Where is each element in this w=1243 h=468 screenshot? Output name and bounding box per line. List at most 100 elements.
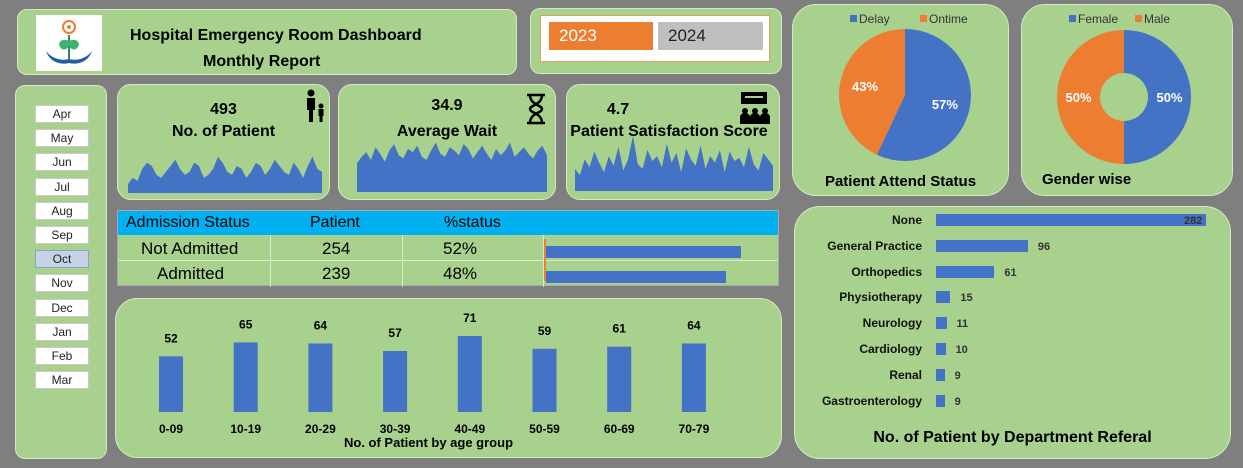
legend-label: Delay (859, 12, 890, 26)
row-pct: 48% (443, 264, 478, 283)
month-button-apr[interactable]: Apr (35, 105, 89, 123)
month-button-oct[interactable]: Oct (35, 250, 89, 269)
month-button-aug[interactable]: Aug (35, 201, 89, 220)
dept-label: Renal (889, 367, 922, 382)
age-tick-label: 70-79 (679, 422, 710, 436)
age-tick-label: 30-39 (380, 422, 411, 436)
gender-donut: 50% 50% Female Male (1057, 12, 1191, 164)
month-button-dec[interactable]: Dec (35, 298, 89, 317)
attend-chart-title: Patient Attend Status (824, 173, 977, 190)
age-bar-label: 57 (388, 326, 402, 340)
legend-label: Female (1078, 12, 1118, 26)
age-bar-60-69 (607, 346, 632, 412)
header-status-pct: %status (444, 214, 501, 231)
age-bar-label: 52 (164, 331, 178, 345)
month-button-feb[interactable]: Feb (35, 347, 89, 365)
dept-chart-title: No. of Patient by Department Referal (873, 429, 1152, 446)
dept-label: Neurology (862, 316, 922, 331)
legend-label: Male (1144, 12, 1170, 26)
age-tick-label: 60-69 (604, 422, 635, 436)
pie-slice-female (1124, 30, 1191, 164)
row-patient: 239 (322, 264, 351, 283)
gender-panel: 50% 50% Female Male Gender wise (1021, 4, 1233, 196)
hourglass-icon (527, 93, 545, 125)
month-button-jan[interactable]: Jan (35, 322, 89, 341)
dept-bar-general-practice (936, 239, 1028, 252)
year-button-2023[interactable]: 2023 (549, 22, 653, 50)
row-pct: 52% (443, 239, 478, 258)
month-button-jun[interactable]: Jun (35, 153, 89, 172)
legend-swatch (920, 15, 927, 22)
month-button-jul[interactable]: Jul (35, 177, 89, 196)
attend-status-panel: 57% 43% Delay Ontime Patient Attend Status (792, 4, 1009, 196)
page-subtitle: Monthly Report (203, 53, 321, 70)
month-panel (15, 85, 107, 459)
dept-value: 9 (954, 395, 961, 408)
dept-bar-cardiology (936, 343, 946, 355)
title-panel: Hospital Emergency Room Dashboard Monthl… (17, 9, 517, 75)
kpi-patients-value: 493 (210, 101, 237, 118)
kpi-satisfaction-value: 4.7 (606, 101, 630, 118)
pie-slice-delay (876, 29, 971, 161)
dept-bar-physiotherapy (936, 291, 951, 304)
legend-swatch (1069, 15, 1076, 22)
month-button-nov[interactable]: Nov (35, 274, 89, 293)
dept-bar-renal (936, 368, 945, 381)
hospital-logo (36, 15, 102, 71)
age-bar-50-59 (532, 348, 557, 412)
kpi-patients-sparkline (128, 156, 322, 193)
kpi-wait-label: Average Wait (396, 123, 498, 140)
year-button-2024[interactable]: 2024 (658, 22, 763, 50)
admission-table: Admission Status Patient %status Not Adm… (117, 210, 779, 287)
dept-value: 9 (954, 369, 961, 382)
dept-label: General Practice (827, 238, 922, 253)
age-group-chart: 52 0-09 65 10-19 64 20-29 57 30-39 71 40-49 59 50-5… (159, 311, 710, 436)
age-bar-label: 61 (613, 322, 627, 336)
dept-value: 15 (960, 292, 973, 305)
row-status: Admitted (157, 264, 225, 283)
age-bar-20-29 (308, 343, 333, 412)
admitted-bar-admitted (546, 271, 726, 283)
pie-slice-male (1057, 30, 1124, 164)
month-button-may[interactable]: May (35, 129, 89, 148)
header-admission-status: Admission Status (126, 214, 250, 231)
legend-swatch (850, 15, 857, 22)
age-tick-label: 50-59 (529, 422, 560, 436)
row-patient: 254 (322, 239, 351, 258)
page-title: Hospital Emergency Room Dashboard (130, 27, 422, 44)
kpi-wait-card: 34.9 Average Wait (338, 84, 556, 200)
sparkline-area (128, 156, 322, 193)
age-tick-label: 20-29 (305, 422, 336, 436)
dept-label: Physiotherapy (839, 290, 922, 305)
age-bar-label: 65 (239, 317, 253, 331)
dept-label: None (892, 213, 922, 227)
gender-chart-title: Gender wise (1042, 171, 1132, 188)
legend-label: Ontime (929, 12, 968, 26)
age-chart-title: No. of Patient by age group (344, 435, 514, 450)
family-icon (307, 89, 324, 122)
kpi-wait-sparkline (357, 142, 547, 192)
dept-bar-orthopedics (936, 265, 995, 278)
row-status: Not Admitted (141, 239, 239, 258)
kpi-satisfaction-label: Patient Satisfaction Score (570, 123, 768, 140)
age-tick-label: 10-19 (230, 422, 261, 436)
kpi-wait-value: 34.9 (431, 97, 463, 114)
age-bar-0-09 (159, 356, 183, 412)
year-slicer: 2023 2024 (540, 15, 770, 62)
pie-slice-ontime (839, 29, 905, 155)
dept-value: 282 (1184, 215, 1203, 227)
dept-label: Cardiology (859, 342, 922, 356)
month-button-mar[interactable]: Mar (35, 371, 89, 390)
age-bar-70-79 (681, 343, 706, 412)
age-bar-label: 59 (538, 324, 552, 338)
kpi-satisfaction-sparkline (575, 135, 773, 191)
age-bar-30-39 (383, 350, 408, 412)
dept-value: 96 (1037, 240, 1051, 253)
age-tick-label: 0-09 (159, 422, 183, 436)
dept-value: 61 (1004, 266, 1017, 279)
month-button-sep[interactable]: Sep (35, 226, 89, 244)
header-patient: Patient (310, 214, 360, 231)
dept-bar-gastroenterology (936, 394, 945, 407)
kpi-patients-card: 493 No. of Patient (117, 84, 330, 200)
dept-label: Orthopedics (851, 264, 922, 279)
